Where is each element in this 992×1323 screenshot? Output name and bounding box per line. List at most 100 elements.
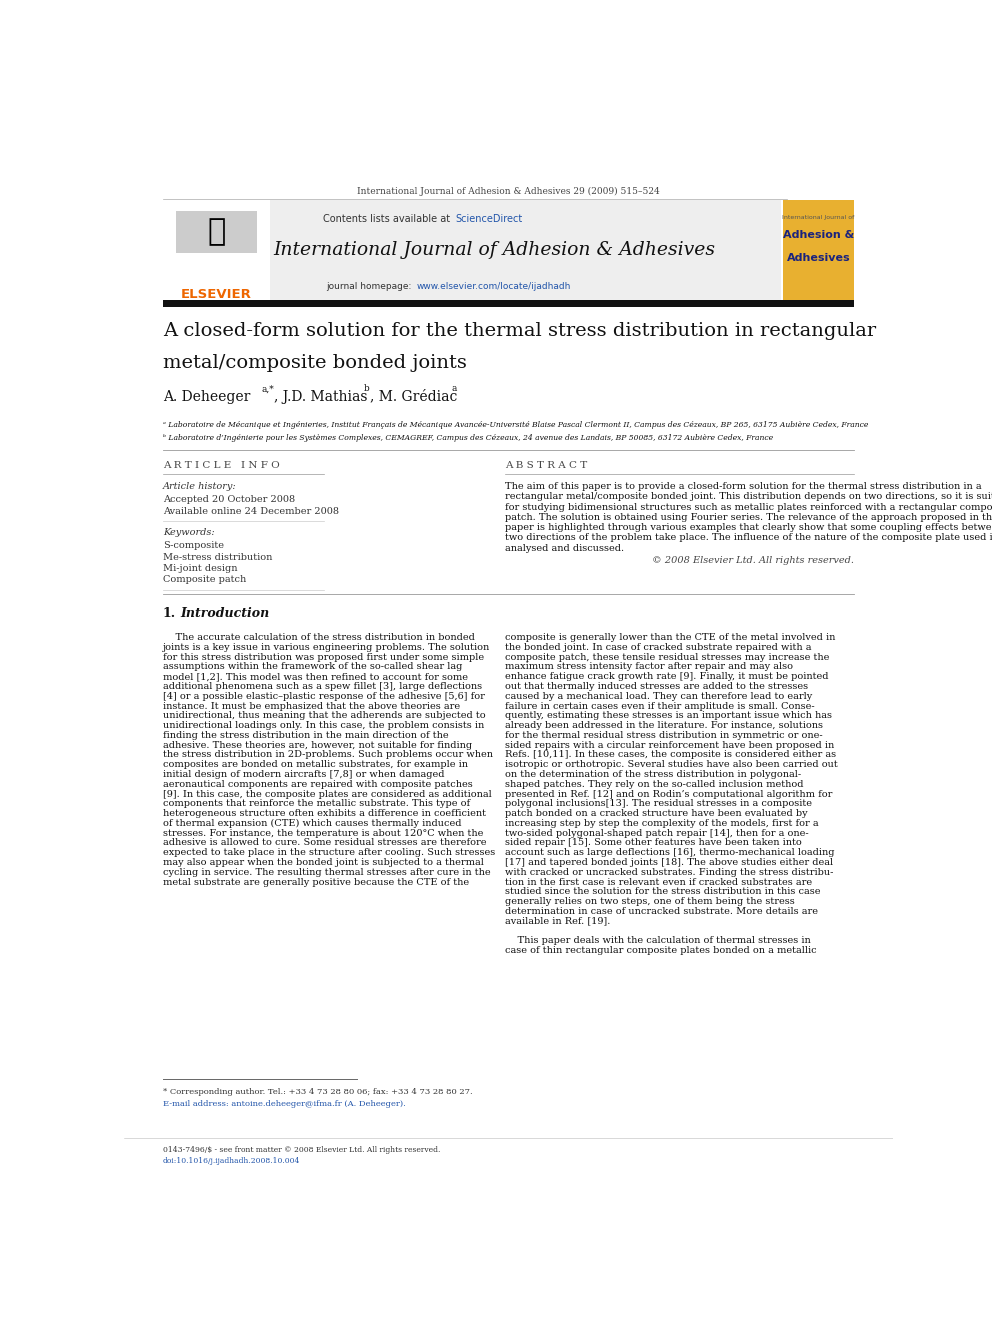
Text: Adhesion &: Adhesion & [783,230,854,239]
Text: Refs. [10,11]. In these cases, the composite is considered either as: Refs. [10,11]. In these cases, the compo… [505,750,836,759]
Text: presented in Ref. [12] and on Rodin’s computational algorithm for: presented in Ref. [12] and on Rodin’s co… [505,790,832,799]
Text: already been addressed in the literature. For instance, solutions: already been addressed in the literature… [505,721,823,730]
Text: for studying bidimensional structures such as metallic plates reinforced with a : for studying bidimensional structures su… [505,503,992,512]
Text: Accepted 20 October 2008: Accepted 20 October 2008 [163,495,295,504]
Text: increasing step by step the complexity of the models, first for a: increasing step by step the complexity o… [505,819,819,828]
Text: Mi-joint design: Mi-joint design [163,564,237,573]
Text: caused by a mechanical load. They can therefore lead to early: caused by a mechanical load. They can th… [505,692,812,701]
Text: Available online 24 December 2008: Available online 24 December 2008 [163,507,338,516]
Text: a: a [451,385,456,393]
Text: Keywords:: Keywords: [163,528,214,537]
Text: Article history:: Article history: [163,482,236,491]
Text: A closed-form solution for the thermal stress distribution in rectangular: A closed-form solution for the thermal s… [163,321,876,340]
Text: out that thermally induced stresses are added to the stresses: out that thermally induced stresses are … [505,681,808,691]
Text: tion in the first case is relevant even if cracked substrates are: tion in the first case is relevant even … [505,877,812,886]
Text: maximum stress intensity factor after repair and may also: maximum stress intensity factor after re… [505,663,794,671]
Text: journal homepage:: journal homepage: [326,282,415,291]
Text: ELSEVIER: ELSEVIER [181,288,252,302]
Bar [176,212,257,253]
Text: assumptions within the framework of the so-called shear lag: assumptions within the framework of the … [163,663,462,671]
Text: patch. The solution is obtained using Fourier series. The relevance of the appro: patch. The solution is obtained using Fo… [505,513,992,521]
Text: polygonal inclusions[13]. The residual stresses in a composite: polygonal inclusions[13]. The residual s… [505,799,812,808]
Text: The aim of this paper is to provide a closed-form solution for the thermal stres: The aim of this paper is to provide a cl… [505,482,982,491]
Text: studied since the solution for the stress distribution in this case: studied since the solution for the stres… [505,888,820,897]
Text: composite is generally lower than the CTE of the metal involved in: composite is generally lower than the CT… [505,634,835,642]
Text: may also appear when the bonded joint is subjected to a thermal: may also appear when the bonded joint is… [163,859,484,867]
Text: of thermal expansion (CTE) which causes thermally induced: of thermal expansion (CTE) which causes … [163,819,461,828]
Text: generally relies on two steps, one of them being the stress: generally relies on two steps, one of th… [505,897,795,906]
Text: doi:10.1016/j.ijadhadh.2008.10.004: doi:10.1016/j.ijadhadh.2008.10.004 [163,1158,301,1166]
Text: b: b [364,385,370,393]
Text: Adhesives: Adhesives [787,253,850,263]
Text: sided repair [15]. Some other features have been taken into: sided repair [15]. Some other features h… [505,839,803,848]
Text: stresses. For instance, the temperature is about 120°C when the: stresses. For instance, the temperature … [163,828,483,837]
Text: Me-stress distribution: Me-stress distribution [163,553,272,562]
Text: unidirectional loadings only. In this case, the problem consists in: unidirectional loadings only. In this ca… [163,721,484,730]
Text: paper is highlighted through various examples that clearly show that some coupli: paper is highlighted through various exa… [505,523,992,532]
Text: International Journal of Adhesion & Adhesives 29 (2009) 515–524: International Journal of Adhesion & Adhe… [357,187,660,196]
Text: for the thermal residual stress distribution in symmetric or one-: for the thermal residual stress distribu… [505,730,823,740]
Text: patch bonded on a cracked structure have been evaluated by: patch bonded on a cracked structure have… [505,810,807,818]
Text: ᵃ Laboratoire de Mécanique et Ingénieries, Institut Français de Mécanique Avancé: ᵃ Laboratoire de Mécanique et Ingénierie… [163,421,868,429]
Bar [163,200,782,303]
Bar [783,200,854,303]
Text: A. Deheeger: A. Deheeger [163,390,250,404]
Text: two-sided polygonal-shaped patch repair [14], then for a one-: two-sided polygonal-shaped patch repair … [505,828,808,837]
Text: E-mail address: antoine.deheeger@ifma.fr (A. Deheeger).: E-mail address: antoine.deheeger@ifma.fr… [163,1099,406,1107]
Text: 1.: 1. [163,607,176,620]
Text: finding the stress distribution in the main direction of the: finding the stress distribution in the m… [163,730,448,740]
Text: A B S T R A C T: A B S T R A C T [505,460,587,470]
Text: [17] and tapered bonded joints [18]. The above studies either deal: [17] and tapered bonded joints [18]. The… [505,859,833,867]
Text: quently, estimating these stresses is an important issue which has: quently, estimating these stresses is an… [505,712,832,720]
Text: S-composite: S-composite [163,541,224,550]
Text: adhesive. These theories are, however, not suitable for finding: adhesive. These theories are, however, n… [163,741,472,750]
Text: www.elsevier.com/locate/ijadhadh: www.elsevier.com/locate/ijadhadh [417,282,570,291]
Text: Introduction: Introduction [180,607,269,620]
Text: composite patch, these tensile residual stresses may increase the: composite patch, these tensile residual … [505,652,829,662]
Text: composites are bonded on metallic substrates, for example in: composites are bonded on metallic substr… [163,761,468,769]
Bar [163,200,270,303]
Text: model [1,2]. This model was then refined to account for some: model [1,2]. This model was then refined… [163,672,468,681]
Text: on the determination of the stress distribution in polygonal-: on the determination of the stress distr… [505,770,802,779]
Text: analysed and discussed.: analysed and discussed. [505,544,624,553]
Text: , J.D. Mathias: , J.D. Mathias [275,390,368,404]
Text: sided repairs with a circular reinforcement have been proposed in: sided repairs with a circular reinforcem… [505,741,834,750]
Text: isotropic or orthotropic. Several studies have also been carried out: isotropic or orthotropic. Several studie… [505,761,838,769]
Text: shaped patches. They rely on the so-called inclusion method: shaped patches. They rely on the so-call… [505,779,804,789]
Text: joints is a key issue in various engineering problems. The solution: joints is a key issue in various enginee… [163,643,490,652]
Text: aeronautical components are repaired with composite patches: aeronautical components are repaired wit… [163,779,472,789]
Text: A R T I C L E   I N F O: A R T I C L E I N F O [163,460,280,470]
Text: two directions of the problem take place. The influence of the nature of the com: two directions of the problem take place… [505,533,992,542]
Text: [4] or a possible elastic–plastic response of the adhesive [5,6] for: [4] or a possible elastic–plastic respon… [163,692,485,701]
Text: adhesive is allowed to cure. Some residual stresses are therefore: adhesive is allowed to cure. Some residu… [163,839,486,848]
Text: metal/composite bonded joints: metal/composite bonded joints [163,353,466,372]
Bar [163,300,854,307]
Text: © 2008 Elsevier Ltd. All rights reserved.: © 2008 Elsevier Ltd. All rights reserved… [652,556,854,565]
Text: International Journal of Adhesion & Adhesives: International Journal of Adhesion & Adhe… [274,241,715,259]
Text: determination in case of uncracked substrate. More details are: determination in case of uncracked subst… [505,906,818,916]
Text: Contents lists available at: Contents lists available at [323,214,453,224]
Text: with cracked or uncracked substrates. Finding the stress distribu-: with cracked or uncracked substrates. Fi… [505,868,833,877]
Text: components that reinforce the metallic substrate. This type of: components that reinforce the metallic s… [163,799,470,808]
Text: This paper deals with the calculation of thermal stresses in: This paper deals with the calculation of… [505,937,811,945]
Text: [9]. In this case, the composite plates are considered as additional: [9]. In this case, the composite plates … [163,790,491,799]
Text: 🌳: 🌳 [207,217,225,246]
Text: a,*: a,* [262,385,275,393]
Text: The accurate calculation of the stress distribution in bonded: The accurate calculation of the stress d… [163,634,474,642]
Text: enhance fatigue crack growth rate [9]. Finally, it must be pointed: enhance fatigue crack growth rate [9]. F… [505,672,828,681]
Text: metal substrate are generally positive because the CTE of the: metal substrate are generally positive b… [163,877,469,886]
Text: * Corresponding author. Tel.: +33 4 73 28 80 06; fax: +33 4 73 28 80 27.: * Corresponding author. Tel.: +33 4 73 2… [163,1088,472,1097]
Text: , M. Grédiac: , M. Grédiac [370,390,458,404]
Text: rectangular metal/composite bonded joint. This distribution depends on two direc: rectangular metal/composite bonded joint… [505,492,992,501]
Text: 0143-7496/$ - see front matter © 2008 Elsevier Ltd. All rights reserved.: 0143-7496/$ - see front matter © 2008 El… [163,1146,440,1154]
Text: Composite patch: Composite patch [163,576,246,583]
Text: additional phenomena such as a spew fillet [3], large deflections: additional phenomena such as a spew fill… [163,681,482,691]
Text: expected to take place in the structure after cooling. Such stresses: expected to take place in the structure … [163,848,495,857]
Text: the bonded joint. In case of cracked substrate repaired with a: the bonded joint. In case of cracked sub… [505,643,811,652]
Text: initial design of modern aircrafts [7,8] or when damaged: initial design of modern aircrafts [7,8]… [163,770,444,779]
Text: unidirectional, thus meaning that the adherends are subjected to: unidirectional, thus meaning that the ad… [163,712,485,720]
Text: for this stress distribution was proposed first under some simple: for this stress distribution was propose… [163,652,484,662]
Text: failure in certain cases even if their amplitude is small. Conse-: failure in certain cases even if their a… [505,701,814,710]
Text: ScienceDirect: ScienceDirect [455,214,522,224]
Text: cycling in service. The resulting thermal stresses after cure in the: cycling in service. The resulting therma… [163,868,490,877]
